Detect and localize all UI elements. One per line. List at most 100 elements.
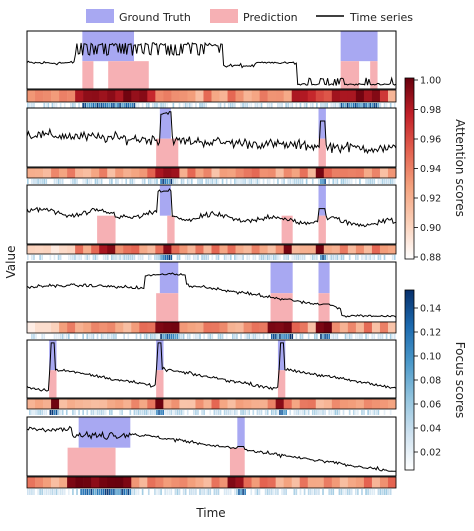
prediction-band	[49, 370, 57, 398]
focus-tick-label: 0.04	[420, 424, 441, 435]
focus-cell	[168, 489, 171, 495]
attention-cell	[355, 245, 365, 254]
focus-cell	[88, 255, 91, 260]
focus-cell	[227, 489, 230, 495]
focus-cell	[258, 255, 261, 260]
attention-cell	[275, 168, 284, 178]
attention-cell	[307, 168, 317, 178]
attention-cell	[27, 90, 36, 102]
focus-cell	[193, 255, 195, 260]
focus-cell	[35, 334, 37, 339]
time-series-line	[26, 342, 397, 392]
focus-cell	[90, 489, 93, 495]
attention-cell	[107, 90, 116, 102]
attention-cell	[27, 477, 36, 488]
attention-cell	[371, 90, 381, 102]
attention-cell	[371, 168, 381, 178]
focus-cell	[102, 103, 105, 108]
panel-frame	[26, 416, 397, 477]
focus-cell	[311, 179, 314, 184]
focus-cell	[106, 255, 109, 260]
ground-truth-band	[49, 340, 57, 371]
focus-cell	[246, 334, 248, 339]
focus-cell	[125, 489, 128, 495]
focus-cell	[365, 255, 367, 260]
attention-cell	[115, 168, 124, 178]
focus-cell	[355, 255, 357, 260]
focus-cell	[94, 410, 97, 415]
focus-cell	[150, 410, 152, 415]
attention-cell	[379, 90, 389, 102]
focus-cell	[338, 255, 341, 260]
focus-cell	[139, 255, 142, 260]
attention-cell	[203, 477, 212, 488]
focus-cell	[53, 179, 56, 184]
focus-cell	[287, 103, 289, 108]
focus-cell	[260, 103, 263, 108]
focus-cell	[217, 103, 220, 108]
focus-cell	[47, 103, 50, 108]
focus-cell	[168, 255, 171, 260]
focus-cell	[393, 255, 396, 260]
focus-cell	[201, 410, 203, 415]
focus-cell	[150, 179, 152, 184]
panels	[26, 30, 397, 495]
attention-cell	[187, 399, 196, 409]
focus-cell	[121, 410, 123, 415]
focus-cell	[27, 255, 29, 260]
focus-cell	[59, 179, 62, 184]
attention-cell	[219, 90, 228, 102]
attention-cell	[163, 322, 172, 333]
focus-cell	[348, 410, 351, 415]
prediction-band	[156, 138, 179, 167]
attention-cell	[147, 322, 156, 333]
focus-cell	[170, 489, 173, 495]
focus-cell	[182, 103, 185, 108]
attention-cell	[59, 168, 68, 178]
focus-cell	[113, 489, 115, 495]
attention-cell	[43, 245, 52, 254]
attention-cell	[235, 168, 244, 178]
focus-cell	[76, 334, 78, 339]
attention-cell	[363, 245, 373, 254]
focus-cell	[240, 103, 242, 108]
attention-cell	[243, 477, 252, 488]
attention-cell	[195, 90, 204, 102]
focus-cell	[248, 410, 251, 415]
focus-cell	[174, 334, 177, 339]
focus-cell	[268, 489, 271, 495]
attention-cell	[147, 90, 156, 102]
focus-cell	[254, 489, 257, 495]
focus-cell	[375, 103, 378, 108]
attention-cell	[315, 90, 325, 102]
focus-cell	[309, 255, 312, 260]
attention-cell	[331, 399, 341, 409]
focus-cell	[281, 334, 283, 339]
attention-cell	[307, 245, 317, 254]
attention-cell	[235, 90, 244, 102]
attention-cell	[35, 322, 44, 333]
attention-cell	[171, 168, 180, 178]
focus-cell	[332, 489, 335, 495]
attention-cell	[147, 245, 156, 254]
focus-cell	[369, 410, 371, 415]
focus-cell	[57, 334, 60, 339]
focus-cell	[330, 255, 333, 260]
focus-cell	[236, 334, 238, 339]
focus-cell	[109, 334, 111, 339]
attention-cell	[139, 477, 148, 488]
attention-cell	[115, 90, 124, 102]
attention-cell	[363, 168, 373, 178]
attention-cell	[339, 322, 349, 333]
focus-cell	[365, 103, 367, 108]
focus-cell	[238, 255, 240, 260]
focus-cell	[135, 103, 138, 108]
focus-cell	[232, 103, 234, 108]
attention-cell	[123, 168, 132, 178]
focus-cell	[332, 410, 335, 415]
attention-cell	[307, 90, 317, 102]
focus-cell	[63, 334, 66, 339]
focus-cell	[215, 410, 218, 415]
focus-cell	[158, 255, 160, 260]
focus-cell	[162, 255, 164, 260]
